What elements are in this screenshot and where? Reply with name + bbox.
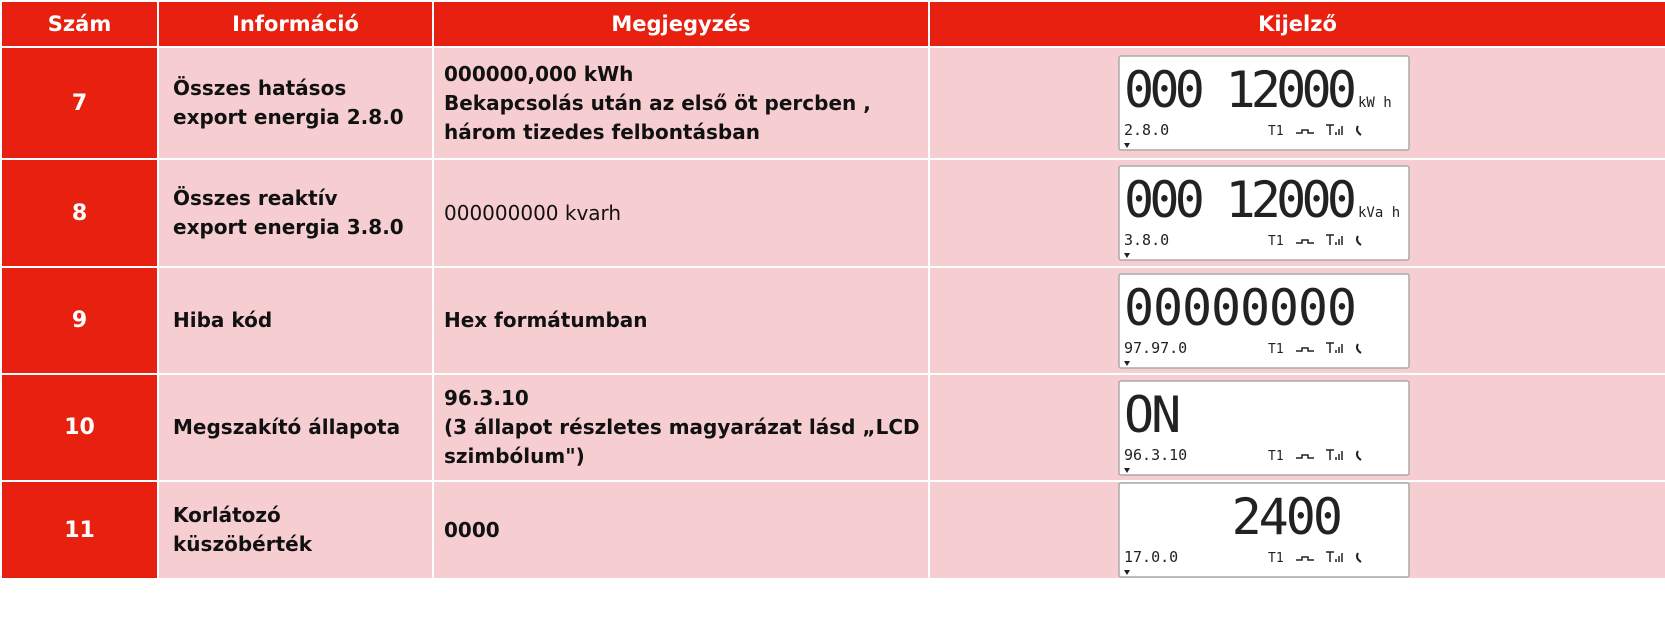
lcd-display: ON 96.3.10 T1 [1118, 380, 1410, 476]
lcd-tariff: T1 [1268, 551, 1284, 566]
info-line: export energia 2.8.0 [173, 103, 432, 132]
page: SzámInformációMegjegyzésKijelző 7Összes … [0, 0, 1665, 619]
display-cell: ON 96.3.10 T1 [929, 374, 1665, 481]
note-line: Bekapcsolás után az első öt percben , [444, 89, 928, 118]
lcd-tariff: T1 [1268, 342, 1284, 357]
note-line: három tizedes felbontásban [444, 118, 928, 147]
display-cell: 2400 17.0.0 T1 [929, 481, 1665, 579]
lcd-main: ON [1124, 386, 1178, 444]
info-cell: Hiba kód [158, 267, 433, 374]
note-line: 96.3.10 [444, 384, 928, 413]
info-line: Megszakító állapota [173, 413, 432, 442]
lcd-tariff: T1 [1268, 234, 1284, 249]
lcd-main: 2400 [1232, 488, 1340, 546]
row-number: 8 [1, 159, 158, 267]
column-header: Szám [1, 1, 158, 47]
note-line: 000000,000 kWh [444, 60, 928, 89]
info-line: Hiba kód [173, 306, 432, 335]
lcd-main: 00000000 [1124, 279, 1354, 337]
lcd-code: 2.8.0 [1124, 121, 1169, 139]
lcd-tariff: T1 [1268, 124, 1284, 139]
info-line: export energia 3.8.0 [173, 213, 432, 242]
lcd-tariff: T1 [1268, 449, 1284, 464]
lcd-display: 2400 17.0.0 T1 [1118, 482, 1410, 578]
note-line: Hex formátumban [444, 306, 928, 335]
note-cell: 0000 [433, 481, 929, 579]
display-cell: 00000000 97.97.0 T1 [929, 267, 1665, 374]
note-cell: Hex formátumban [433, 267, 929, 374]
info-line: küszöbérték [173, 530, 432, 559]
lcd-unit: kW h [1358, 95, 1392, 111]
lcd-unit: kVa h [1358, 205, 1400, 221]
note-line: (3 állapot részletes magyarázat lásd „LC… [444, 413, 928, 442]
column-header: Megjegyzés [433, 1, 929, 47]
info-cell: Megszakító állapota [158, 374, 433, 481]
lcd-code: 96.3.10 [1124, 446, 1187, 464]
lcd-code: 97.97.0 [1124, 339, 1187, 357]
lcd-display: 00000000 97.97.0 T1 [1118, 273, 1410, 369]
row-number: 7 [1, 47, 158, 159]
row: 9 Hiba kód Hex formátumban 00000000 97.97.0 T… [1, 267, 1665, 374]
row-number: 11 [1, 481, 158, 579]
lcd-main: 000 12000 [1124, 61, 1354, 119]
note-line: szimbólum") [444, 442, 928, 471]
lcd-main: 000 12000 [1124, 171, 1354, 229]
info-line: Összes hatásos [173, 74, 432, 103]
lcd-code: 17.0.0 [1124, 548, 1178, 566]
note-cell: 96.3.10(3 állapot részletes magyarázat l… [433, 374, 929, 481]
column-header: Kijelző [929, 1, 1665, 47]
info-line: Összes reaktív [173, 184, 432, 213]
note-line: 000000000 kvarh [444, 199, 928, 228]
column-header: Információ [158, 1, 433, 47]
row-number: 10 [1, 374, 158, 481]
lcd-code: 3.8.0 [1124, 231, 1169, 249]
info-line: Korlátozó [173, 501, 432, 530]
note-line: 0000 [444, 516, 928, 545]
note-cell: 000000000 kvarh [433, 159, 929, 267]
row-number: 9 [1, 267, 158, 374]
